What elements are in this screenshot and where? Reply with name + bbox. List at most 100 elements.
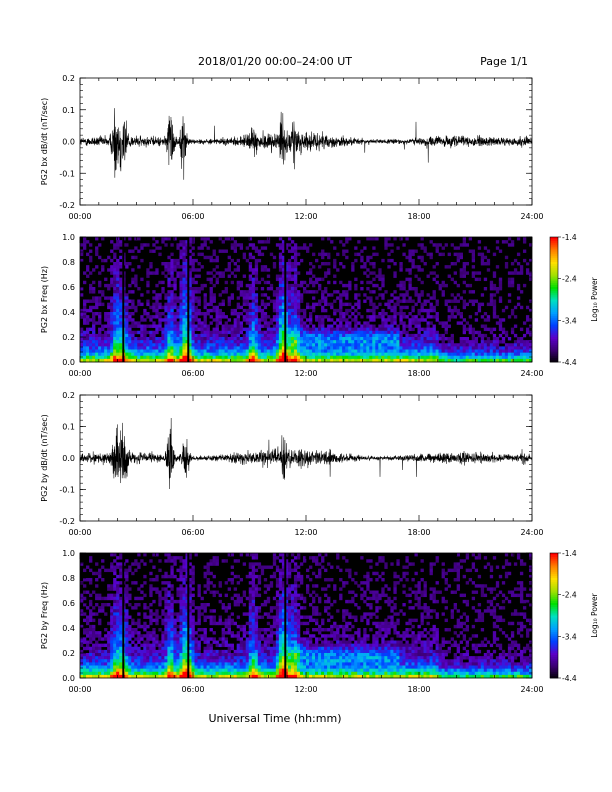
spectrogram-cell — [167, 346, 171, 350]
spectrogram-cell — [215, 318, 219, 322]
colorbar-segment — [550, 299, 558, 302]
spectrogram-cell — [510, 243, 515, 247]
spectrogram-cell — [200, 671, 204, 676]
spectrogram-cell — [116, 624, 120, 629]
spectrogram-cell — [345, 308, 349, 313]
spectrogram-cell — [125, 302, 129, 307]
spectrogram-cell — [272, 293, 277, 297]
spectrogram-cell — [306, 305, 310, 310]
spectrogram-cell — [149, 337, 153, 341]
spectrogram-cell — [324, 355, 328, 360]
spectrogram-cell — [200, 237, 204, 241]
spectrogram-cell — [251, 308, 256, 313]
spectrogram-cell — [179, 280, 183, 285]
spectrogram-cell — [293, 277, 298, 282]
spectrogram-cell — [191, 565, 195, 569]
spectrogram-cell — [381, 355, 385, 360]
spectrogram-cell — [393, 343, 397, 347]
spectrogram-cell — [80, 249, 84, 253]
spectrogram-cell — [471, 346, 476, 350]
spectrogram-cell — [188, 312, 192, 316]
spectrogram-cell — [110, 624, 114, 629]
spectrogram-cell — [176, 349, 180, 353]
spectrogram-cell — [104, 568, 108, 573]
spectrogram-cell — [309, 277, 313, 282]
spectrogram-cell — [489, 296, 494, 300]
spectrogram-cell — [101, 668, 105, 673]
spectrogram-cell — [188, 333, 192, 338]
spectrogram-cell — [233, 343, 237, 347]
spectrogram-cell — [390, 243, 394, 247]
spectrogram-cell — [236, 355, 240, 360]
spectrogram-cell — [281, 249, 286, 253]
spectrogram-cell — [140, 243, 144, 247]
spectrogram-cell — [200, 603, 204, 607]
spectrogram-cell — [269, 318, 274, 322]
spectrogram-cell — [299, 324, 304, 328]
spectrogram-cell — [402, 340, 406, 344]
spectrogram-cell — [164, 293, 168, 297]
spectrogram-cell — [236, 358, 240, 363]
spectrogram-cell — [348, 280, 352, 285]
spectrogram-cell — [296, 321, 301, 325]
spectrogram-cell — [399, 318, 403, 322]
spectrogram-cell — [339, 312, 343, 316]
spectrogram-cell — [158, 318, 162, 322]
spectrogram-cell — [290, 302, 295, 307]
spectrogram-cell — [504, 358, 509, 363]
spectrogram-cell — [218, 315, 222, 319]
spectrogram-cell — [248, 287, 253, 291]
spectrogram-cell — [182, 330, 186, 335]
spectrogram-cell — [327, 293, 331, 297]
spectrogram-cell — [128, 656, 132, 660]
spectrogram-cell — [360, 340, 364, 344]
spectrogram-cell — [182, 606, 186, 610]
spectrogram-cell — [432, 296, 436, 300]
spectrogram-cell — [471, 340, 476, 344]
spectrogram-cell — [194, 305, 198, 310]
spectrogram-cell — [360, 343, 364, 347]
spectrogram-cell — [137, 621, 141, 626]
spectrogram-cell — [203, 640, 207, 644]
spectrogram-cell — [321, 333, 325, 338]
spectrogram-cell — [185, 674, 189, 679]
spectrogram-cell — [125, 624, 129, 629]
spectrogram-cell — [107, 668, 111, 673]
spectrogram-cell — [98, 271, 102, 275]
spectrogram-cell — [372, 324, 376, 328]
spectrogram-cell — [209, 337, 213, 341]
spectrogram-cell — [170, 340, 174, 344]
spectrogram-cell — [206, 308, 210, 313]
spectrogram-cell — [480, 343, 485, 347]
spectrogram-cell — [92, 352, 96, 357]
spectrogram-cell — [260, 318, 265, 322]
spectrogram-cell — [327, 358, 331, 363]
spectrogram-cell — [299, 337, 304, 341]
spectrogram-cell — [152, 308, 156, 313]
spectrogram-cell — [372, 318, 376, 322]
spectrogram-cell — [182, 283, 186, 288]
spectrogram-cell — [134, 659, 138, 663]
spectrogram-cell — [420, 337, 424, 341]
spectrogram-cell — [254, 249, 259, 253]
spectrogram-cell — [522, 237, 527, 241]
spectrogram-cell — [318, 358, 322, 363]
spectrogram-cell — [269, 337, 274, 341]
spectrogram-cell — [227, 324, 231, 328]
spectrogram-cell — [372, 330, 376, 335]
spectrogram-cell — [119, 628, 123, 632]
spectrogram-cell — [348, 358, 352, 363]
spectrogram-cell — [233, 312, 237, 316]
spectrogram-cell — [417, 340, 421, 344]
spectrogram-cell — [206, 340, 210, 344]
spectrogram-cell — [203, 656, 207, 660]
spectrogram-cell — [293, 330, 298, 335]
spectrogram-cell — [492, 352, 497, 357]
spectrogram-cell — [119, 324, 123, 328]
spectrogram-cell — [164, 553, 168, 557]
spectrogram-cell — [89, 646, 93, 651]
spectrogram-cell — [134, 668, 138, 673]
spectrogram-cell — [290, 352, 295, 357]
spectrogram-cell — [116, 268, 120, 272]
spectrogram-cell — [465, 243, 470, 247]
